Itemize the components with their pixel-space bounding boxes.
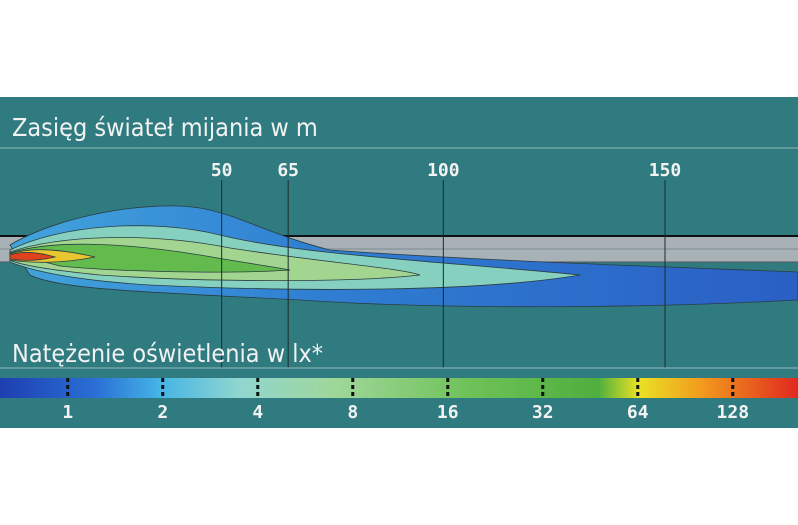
colorbar-tick-label: 16 bbox=[437, 402, 459, 423]
chart-title: Zasięg świateł mijania w m bbox=[12, 113, 318, 142]
colorbar-tick-label: 64 bbox=[627, 402, 649, 423]
distance-label: 65 bbox=[277, 160, 299, 181]
colorbar-label: Natężenie oświetlenia w lx* bbox=[12, 339, 323, 368]
colorbar-tick-label: 8 bbox=[347, 402, 358, 423]
colorbar-tick-label: 128 bbox=[717, 402, 750, 423]
distance-label: 150 bbox=[649, 160, 682, 181]
distance-label: 100 bbox=[427, 160, 460, 181]
colorbar bbox=[0, 378, 798, 398]
colorbar-tick-label: 4 bbox=[252, 402, 263, 423]
distance-label: 50 bbox=[211, 160, 233, 181]
beam bbox=[8, 205, 798, 308]
colorbar-tick-label: 1 bbox=[62, 402, 73, 423]
colorbar-tick-label: 2 bbox=[157, 402, 168, 423]
colorbar-tick-label: 32 bbox=[532, 402, 554, 423]
